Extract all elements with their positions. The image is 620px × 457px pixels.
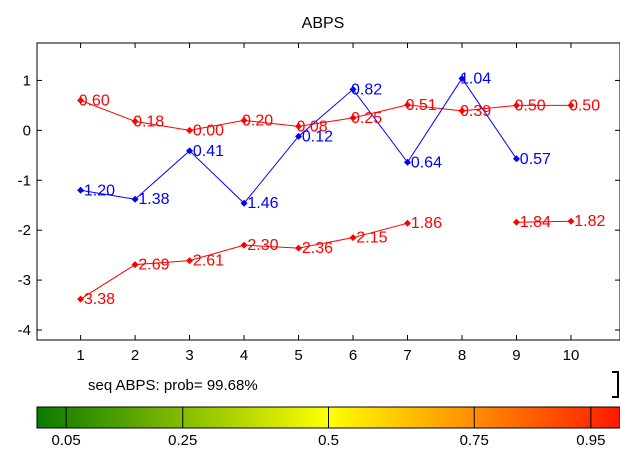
data-label: -3.38 (79, 291, 116, 308)
x-tick-label: 2 (131, 347, 139, 364)
data-point-marker (349, 85, 357, 93)
data-point-marker (458, 74, 466, 82)
data-point-marker (512, 155, 520, 163)
data-point-marker (512, 218, 520, 226)
data-label: -2.61 (188, 253, 225, 270)
data-point-marker (131, 195, 139, 203)
data-label: -0.64 (406, 154, 443, 171)
y-tick-label: -2 (18, 222, 31, 239)
x-tick-label: 5 (294, 347, 302, 364)
data-point-marker (77, 96, 85, 104)
data-point-marker (458, 107, 466, 115)
colorbar-tick-label: 0.75 (459, 432, 489, 449)
data-label: 0.20 (242, 112, 273, 129)
data-label: -1.38 (133, 191, 170, 208)
y-tick-label: 1 (23, 72, 31, 89)
y-tick-label: 0 (23, 122, 31, 139)
colorbar-tick-label: 0.95 (576, 432, 606, 449)
y-tick-label: -4 (18, 322, 31, 339)
series-line-1 (80, 99, 571, 131)
colorbar-tick-label: 0.5 (318, 432, 339, 449)
x-tick-label: 8 (458, 347, 466, 364)
data-label: 1.04 (460, 70, 491, 87)
series-layer (77, 74, 575, 303)
data-label: -1.86 (406, 215, 443, 232)
chart-title: ABPS (302, 15, 345, 32)
data-point-marker (131, 261, 139, 269)
data-label: 0.50 (514, 97, 545, 114)
y-tick-label: -1 (18, 172, 31, 189)
data-label: -1.82 (569, 213, 606, 230)
data-label: 0.18 (133, 113, 164, 130)
y-tick-label: -3 (18, 272, 31, 289)
data-label: -0.00 (188, 122, 225, 139)
data-point-marker (349, 114, 357, 122)
plot-area (36, 42, 620, 341)
data-label: 0.39 (460, 103, 491, 120)
data-point-marker (240, 241, 248, 249)
data-label: 0.82 (351, 81, 382, 98)
data-label: -0.41 (188, 143, 225, 160)
colorbar-tick-label: 0.25 (168, 432, 198, 449)
y-axis: 1 0 -1 -2 -3 -4 (18, 72, 620, 339)
colorbar-markers (65, 407, 592, 428)
data-point-marker (240, 199, 248, 207)
data-point-marker (186, 126, 194, 134)
data-point-marker (404, 158, 412, 166)
data-point-marker (512, 101, 520, 109)
data-label: -0.57 (514, 151, 551, 168)
data-label: 0.25 (351, 110, 382, 127)
colorbar-tick-label: 0.05 (51, 432, 81, 449)
data-point-marker (295, 132, 303, 140)
data-label-layer: 0.60 0.18 -0.00 0.20 0.08 0.25 0.51 0.39 0.50 0.5… (79, 70, 606, 308)
data-label: -1.20 (79, 182, 116, 199)
data-point-marker (77, 295, 85, 303)
series-line-3 (516, 220, 571, 223)
data-label: -2.30 (242, 237, 279, 254)
data-label: 0.08 (297, 118, 328, 135)
data-label: -2.15 (351, 230, 388, 247)
data-label: 0.51 (406, 97, 437, 114)
data-point-marker (404, 219, 412, 227)
data-label: -1.84 (514, 214, 551, 231)
data-point-marker (567, 217, 575, 225)
data-label: -2.36 (297, 240, 334, 257)
x-tick-label: 4 (240, 347, 248, 364)
x-tick-label: 10 (563, 347, 580, 364)
data-label: -2.69 (133, 257, 170, 274)
x-axis: 1 2 3 4 5 6 7 8 9 10 (76, 43, 579, 364)
x-tick-label: 7 (403, 347, 411, 364)
probability-caption: seq ABPS: prob= 99.68% (88, 377, 258, 394)
data-label: -0.12 (297, 128, 334, 145)
data-point-marker (567, 101, 575, 109)
data-point-marker (295, 244, 303, 252)
x-tick-label: 6 (349, 347, 357, 364)
x-tick-label: 1 (76, 347, 84, 364)
data-label: 0.60 (79, 92, 110, 109)
data-label: 0.50 (569, 97, 600, 114)
data-point-marker (295, 122, 303, 130)
data-point-marker (186, 147, 194, 155)
data-point-marker (404, 101, 412, 109)
data-point-marker (131, 117, 139, 125)
data-point-marker (349, 234, 357, 242)
bracket-mark (612, 371, 619, 398)
x-tick-label: 3 (185, 347, 193, 364)
x-tick-label: 9 (512, 347, 520, 364)
data-point-marker (186, 257, 194, 265)
data-label: -1.46 (242, 195, 279, 212)
data-point-marker (77, 186, 85, 194)
data-point-marker (240, 116, 248, 124)
